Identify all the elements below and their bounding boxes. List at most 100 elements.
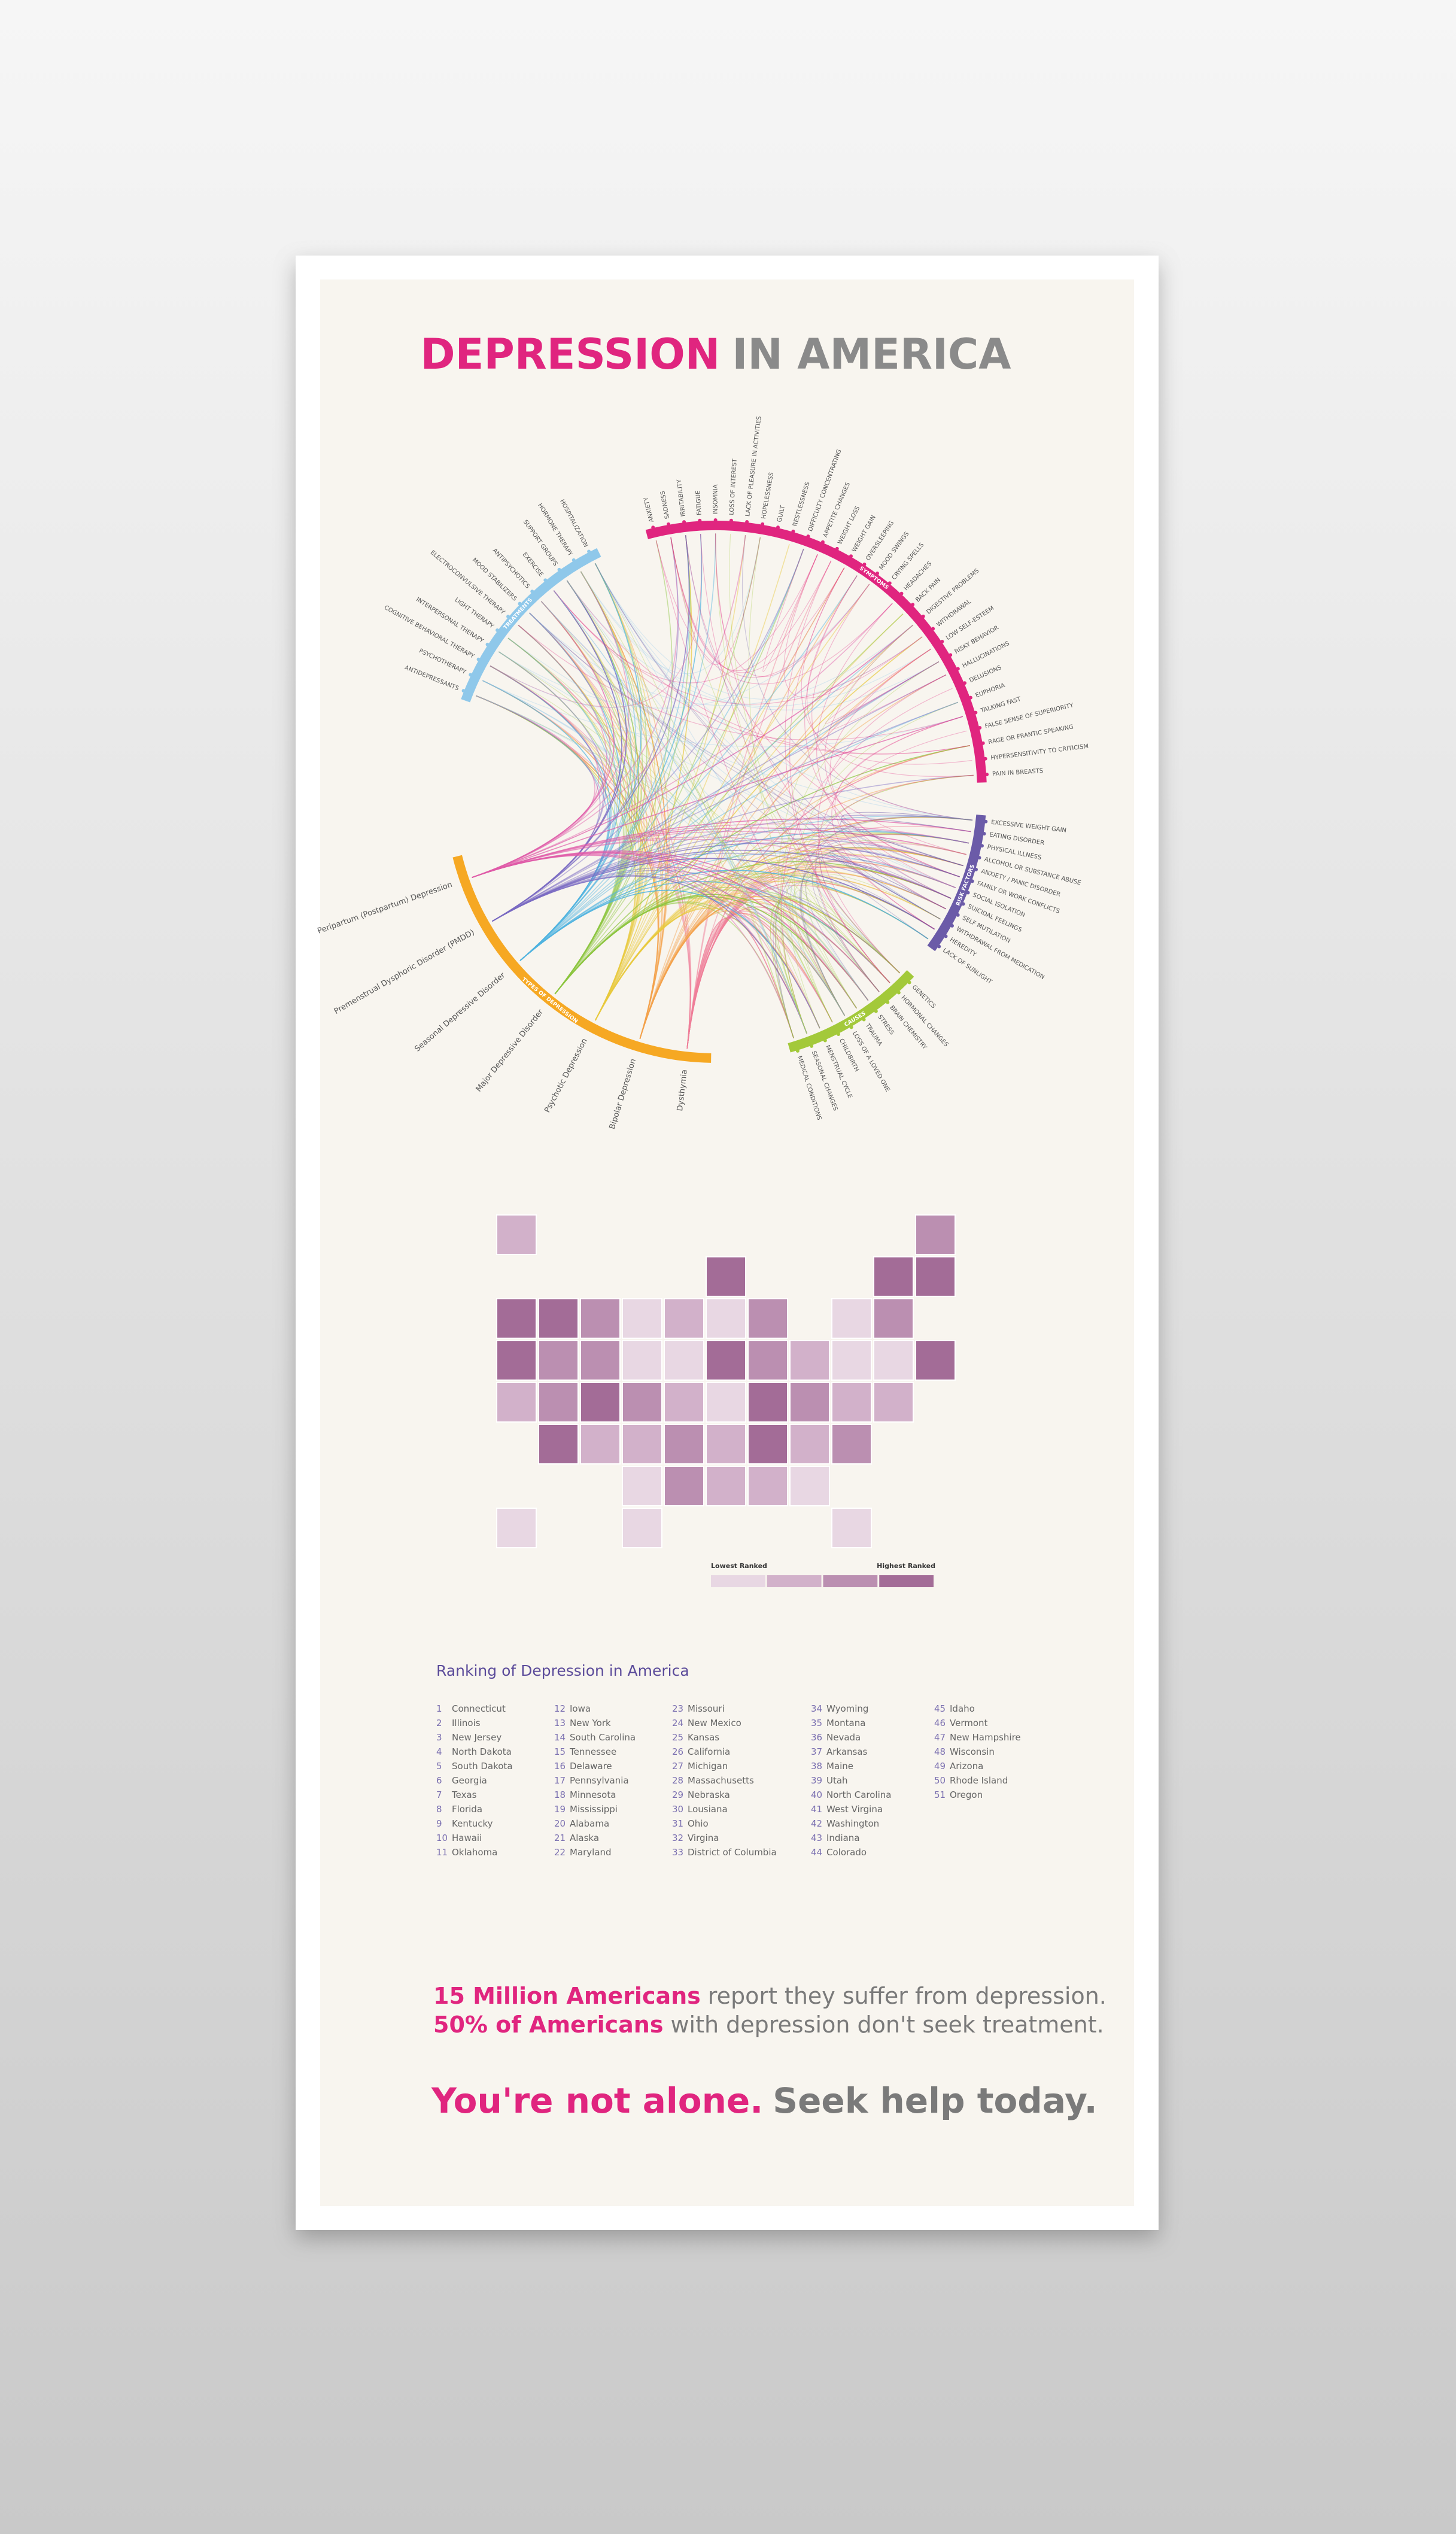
chord xyxy=(498,584,870,709)
chord xyxy=(804,575,956,888)
state-name: Nebraska xyxy=(688,1789,730,1800)
label-dot xyxy=(984,819,988,824)
state-name: Indiana xyxy=(826,1833,860,1843)
chord xyxy=(780,661,940,1034)
legend-swatch xyxy=(711,1575,765,1587)
chord xyxy=(519,870,929,961)
rank-number: 22 xyxy=(554,1847,566,1858)
state-tile xyxy=(747,1382,788,1423)
chord xyxy=(507,637,626,995)
chord xyxy=(795,890,901,1009)
chord xyxy=(840,818,971,877)
label-dot xyxy=(820,540,825,544)
label-dot xyxy=(806,534,810,539)
state-tile xyxy=(831,1424,872,1465)
state-tile xyxy=(496,1340,537,1381)
chord xyxy=(686,867,952,1049)
state-name: South Carolina xyxy=(570,1732,636,1743)
label-dot xyxy=(966,891,970,895)
chord xyxy=(519,661,940,961)
chord xyxy=(670,537,845,673)
chord xyxy=(841,812,973,867)
state-tile xyxy=(747,1340,788,1381)
state-tile xyxy=(915,1214,956,1255)
chord xyxy=(482,680,869,1001)
chord xyxy=(595,907,820,1029)
chord xyxy=(476,695,609,961)
chord xyxy=(540,601,846,1016)
rank-number: 43 xyxy=(811,1833,822,1843)
chord xyxy=(686,841,966,1049)
chord xyxy=(686,648,932,1049)
label-dot xyxy=(572,558,576,562)
rank-number: 9 xyxy=(436,1818,442,1829)
chord xyxy=(566,580,807,1034)
chord xyxy=(639,896,901,1039)
state-name: Hawaii xyxy=(452,1833,482,1843)
chord xyxy=(519,815,973,961)
state-name: Utah xyxy=(826,1775,848,1786)
chord xyxy=(580,571,668,1039)
chord xyxy=(595,892,901,1021)
label-dot xyxy=(961,902,965,906)
chord xyxy=(492,535,690,922)
chord xyxy=(518,624,618,961)
chord xyxy=(540,601,929,940)
label-dot xyxy=(968,695,972,700)
chord xyxy=(554,896,858,1009)
chord xyxy=(639,745,970,1039)
label-dot xyxy=(974,710,978,715)
chord xyxy=(540,601,645,1021)
chord xyxy=(519,612,621,961)
chord xyxy=(472,537,679,878)
state-name: Pennsylvania xyxy=(570,1775,629,1786)
label-dot xyxy=(530,590,534,594)
chord xyxy=(492,843,960,922)
chord xyxy=(482,680,610,961)
chord xyxy=(801,567,972,765)
chord xyxy=(492,849,952,922)
chord xyxy=(529,612,914,706)
rank-number: 49 xyxy=(934,1761,946,1772)
chord xyxy=(492,661,940,922)
state-tile xyxy=(622,1298,662,1339)
label-dot xyxy=(949,653,953,657)
state-tile xyxy=(664,1340,704,1381)
rank-number: 33 xyxy=(672,1847,683,1858)
chord xyxy=(492,580,627,922)
label-dot xyxy=(823,1038,827,1043)
label-dot xyxy=(974,867,978,871)
chord xyxy=(779,567,845,680)
chord xyxy=(507,637,640,1021)
chord xyxy=(639,879,935,1039)
chord xyxy=(685,535,952,899)
chord xyxy=(554,537,761,995)
rank-number: 27 xyxy=(672,1761,683,1772)
group-arc xyxy=(645,521,987,783)
chord xyxy=(492,590,622,922)
chord xyxy=(492,867,901,974)
label-dot xyxy=(983,756,987,761)
rank-number: 7 xyxy=(436,1789,442,1800)
chord xyxy=(490,665,638,1021)
chord xyxy=(519,830,969,961)
chord xyxy=(595,868,947,1021)
rank-number: 20 xyxy=(554,1818,566,1829)
label-dot xyxy=(887,581,892,585)
chord xyxy=(639,816,973,1039)
state-tile xyxy=(789,1424,830,1465)
label-dot xyxy=(937,944,941,949)
chord xyxy=(472,852,869,1001)
chord xyxy=(595,535,746,1021)
state-name: Minnesota xyxy=(570,1789,616,1800)
rank-number: 44 xyxy=(811,1847,822,1858)
chord xyxy=(700,534,901,974)
state-tile xyxy=(831,1340,872,1381)
state-tile xyxy=(496,1382,537,1423)
chord xyxy=(482,680,846,1016)
chord xyxy=(686,913,833,1049)
state-tile xyxy=(538,1424,579,1465)
chord xyxy=(472,850,890,983)
chord xyxy=(472,851,880,992)
state-tile xyxy=(664,1466,704,1506)
